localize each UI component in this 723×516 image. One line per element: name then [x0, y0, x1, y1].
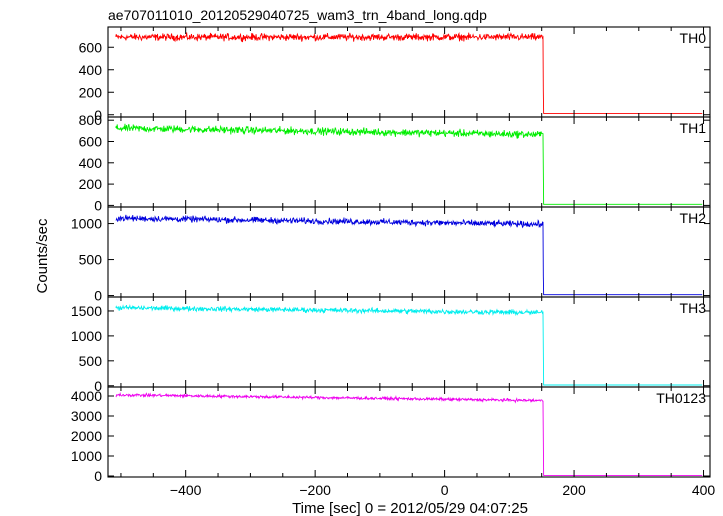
y-tick-label: 1000: [71, 448, 102, 464]
x-tick-label: −200: [299, 482, 331, 498]
y-tick-label: 600: [79, 133, 103, 149]
panel-label: TH2: [680, 210, 707, 226]
panel-th0123: 0 1000 2000 3000 4000 TH0123: [71, 386, 711, 484]
y-tick-label: 0: [94, 107, 102, 123]
panel-frame: [107, 26, 711, 118]
y-tick-label: 200: [79, 176, 103, 192]
y-tick-label: 200: [79, 84, 103, 100]
y-tick-label: 1000: [71, 216, 102, 232]
series-line-th2: [115, 214, 703, 296]
panel-th2: 0 500 1000 TH2: [71, 206, 711, 304]
panel-frame: [107, 206, 711, 298]
x-tick-label: −400: [170, 482, 202, 498]
x-axis-ticks: −400 −200 0 200 400: [120, 27, 716, 498]
panel-th1: 0 200 400 600 800 TH1: [79, 112, 711, 213]
y-tick-label: 400: [79, 62, 103, 78]
panel-label: TH3: [680, 300, 707, 316]
series-line-th0123: [115, 391, 703, 476]
y-tick-label: 4000: [71, 388, 102, 404]
panel-frame: [107, 386, 711, 478]
y-tick-label: 0: [94, 288, 102, 304]
chart-title: ae707011010_20120529040725_wam3_trn_4ban…: [108, 7, 487, 23]
panel-label: TH0: [680, 30, 707, 46]
x-tick-label: 0: [441, 482, 449, 498]
y-tick-label: 800: [79, 112, 103, 128]
series-line-th1: [115, 123, 703, 205]
y-tick-label: 0: [94, 378, 102, 394]
x-axis-label: Time [sec] 0 = 2012/05/29 04:07:25: [292, 500, 528, 516]
y-tick-label: 0: [94, 468, 102, 484]
y-tick-label: 3000: [71, 408, 102, 424]
panel-label: TH1: [680, 120, 707, 136]
series-line-th0: [115, 31, 703, 114]
series-line-th3: [115, 303, 703, 386]
y-tick-label: 400: [79, 155, 103, 171]
y-tick-label: 600: [79, 39, 103, 55]
y-tick-label: 0: [94, 197, 102, 213]
y-axis-label: Counts/sec: [34, 218, 51, 294]
y-tick-label: 1500: [71, 303, 102, 319]
y-tick-label: 1000: [71, 328, 102, 344]
panels-group: 0 200 400 600 TH0 0 200 400 600 800 TH1 0 500 1000 TH2…: [71, 26, 711, 484]
y-tick-label: 2000: [71, 428, 102, 444]
x-tick-label: 400: [692, 482, 716, 498]
y-tick-label: 500: [79, 353, 103, 369]
x-tick-label: 200: [562, 482, 586, 498]
panel-label: TH0123: [656, 390, 706, 406]
y-tick-label: 500: [79, 252, 103, 268]
panel-th3: 0 500 1000 1500 TH3: [71, 296, 711, 394]
panel-th0: 0 200 400 600 TH0: [79, 26, 711, 123]
